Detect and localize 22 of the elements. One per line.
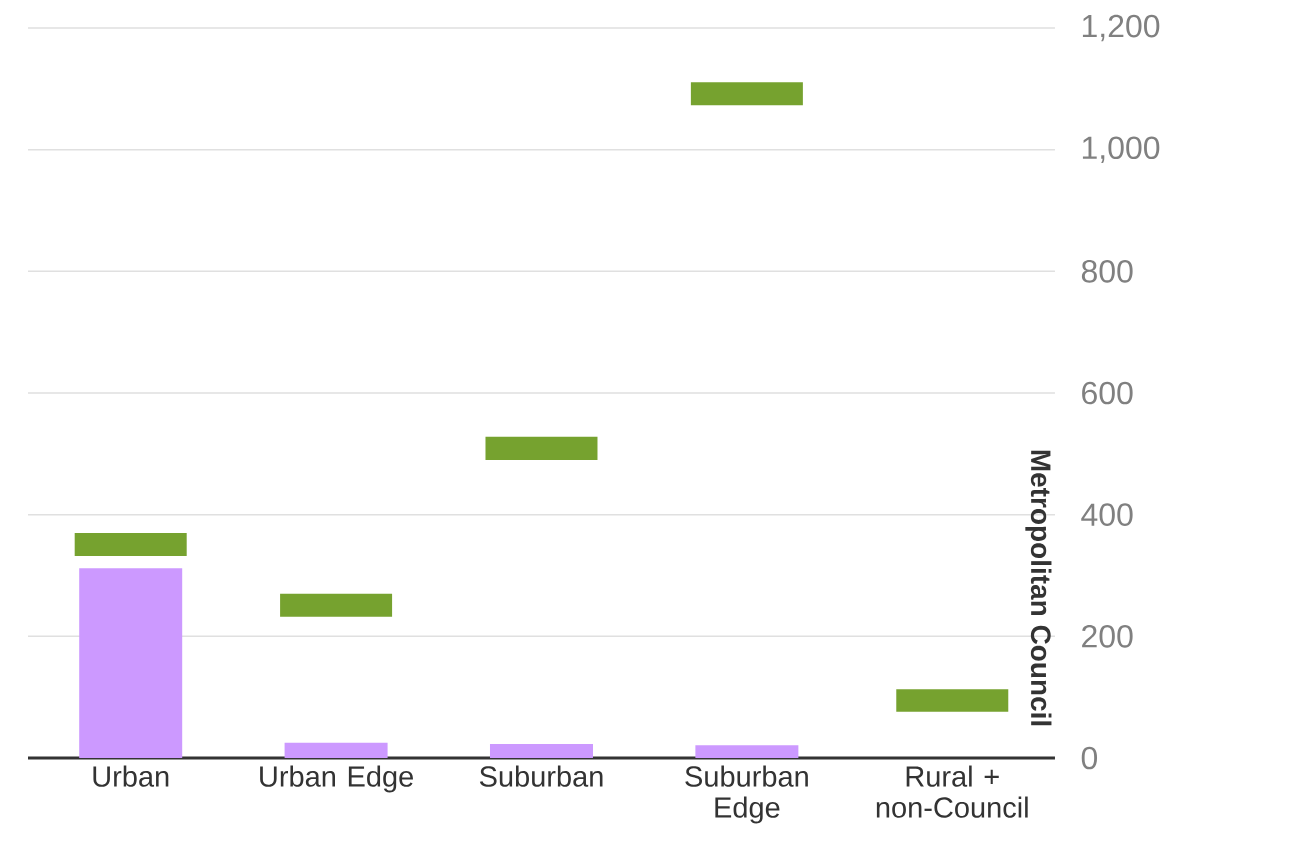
x-tick-label: Suburban	[479, 765, 603, 787]
x-tick-label: Suburban Edge	[685, 765, 808, 824]
bar	[896, 689, 1009, 712]
y-tick-label: 400	[1081, 503, 1133, 526]
x-tick-label: Urban Edge	[260, 765, 413, 793]
y-tick-label: 200	[1082, 625, 1133, 648]
bar	[79, 568, 183, 758]
bar	[489, 744, 593, 758]
x-tick-label: Rural + non-Council	[876, 765, 1028, 818]
y-tick-label: 600	[1082, 381, 1133, 405]
bar	[485, 436, 598, 460]
bar	[284, 742, 388, 758]
y-tick-label: 0	[1081, 746, 1098, 770]
y-tick-label: 800	[1081, 260, 1133, 283]
y-tick-label: 1,000	[1082, 136, 1160, 163]
y-tick-label: 1,200	[1082, 14, 1160, 42]
x-tick-label: Urban	[93, 765, 169, 787]
bar	[695, 745, 799, 758]
bar	[74, 532, 187, 557]
bar	[690, 82, 803, 106]
bar	[280, 593, 393, 617]
y-axis-title: Metropolitan Council	[1025, 450, 1052, 726]
